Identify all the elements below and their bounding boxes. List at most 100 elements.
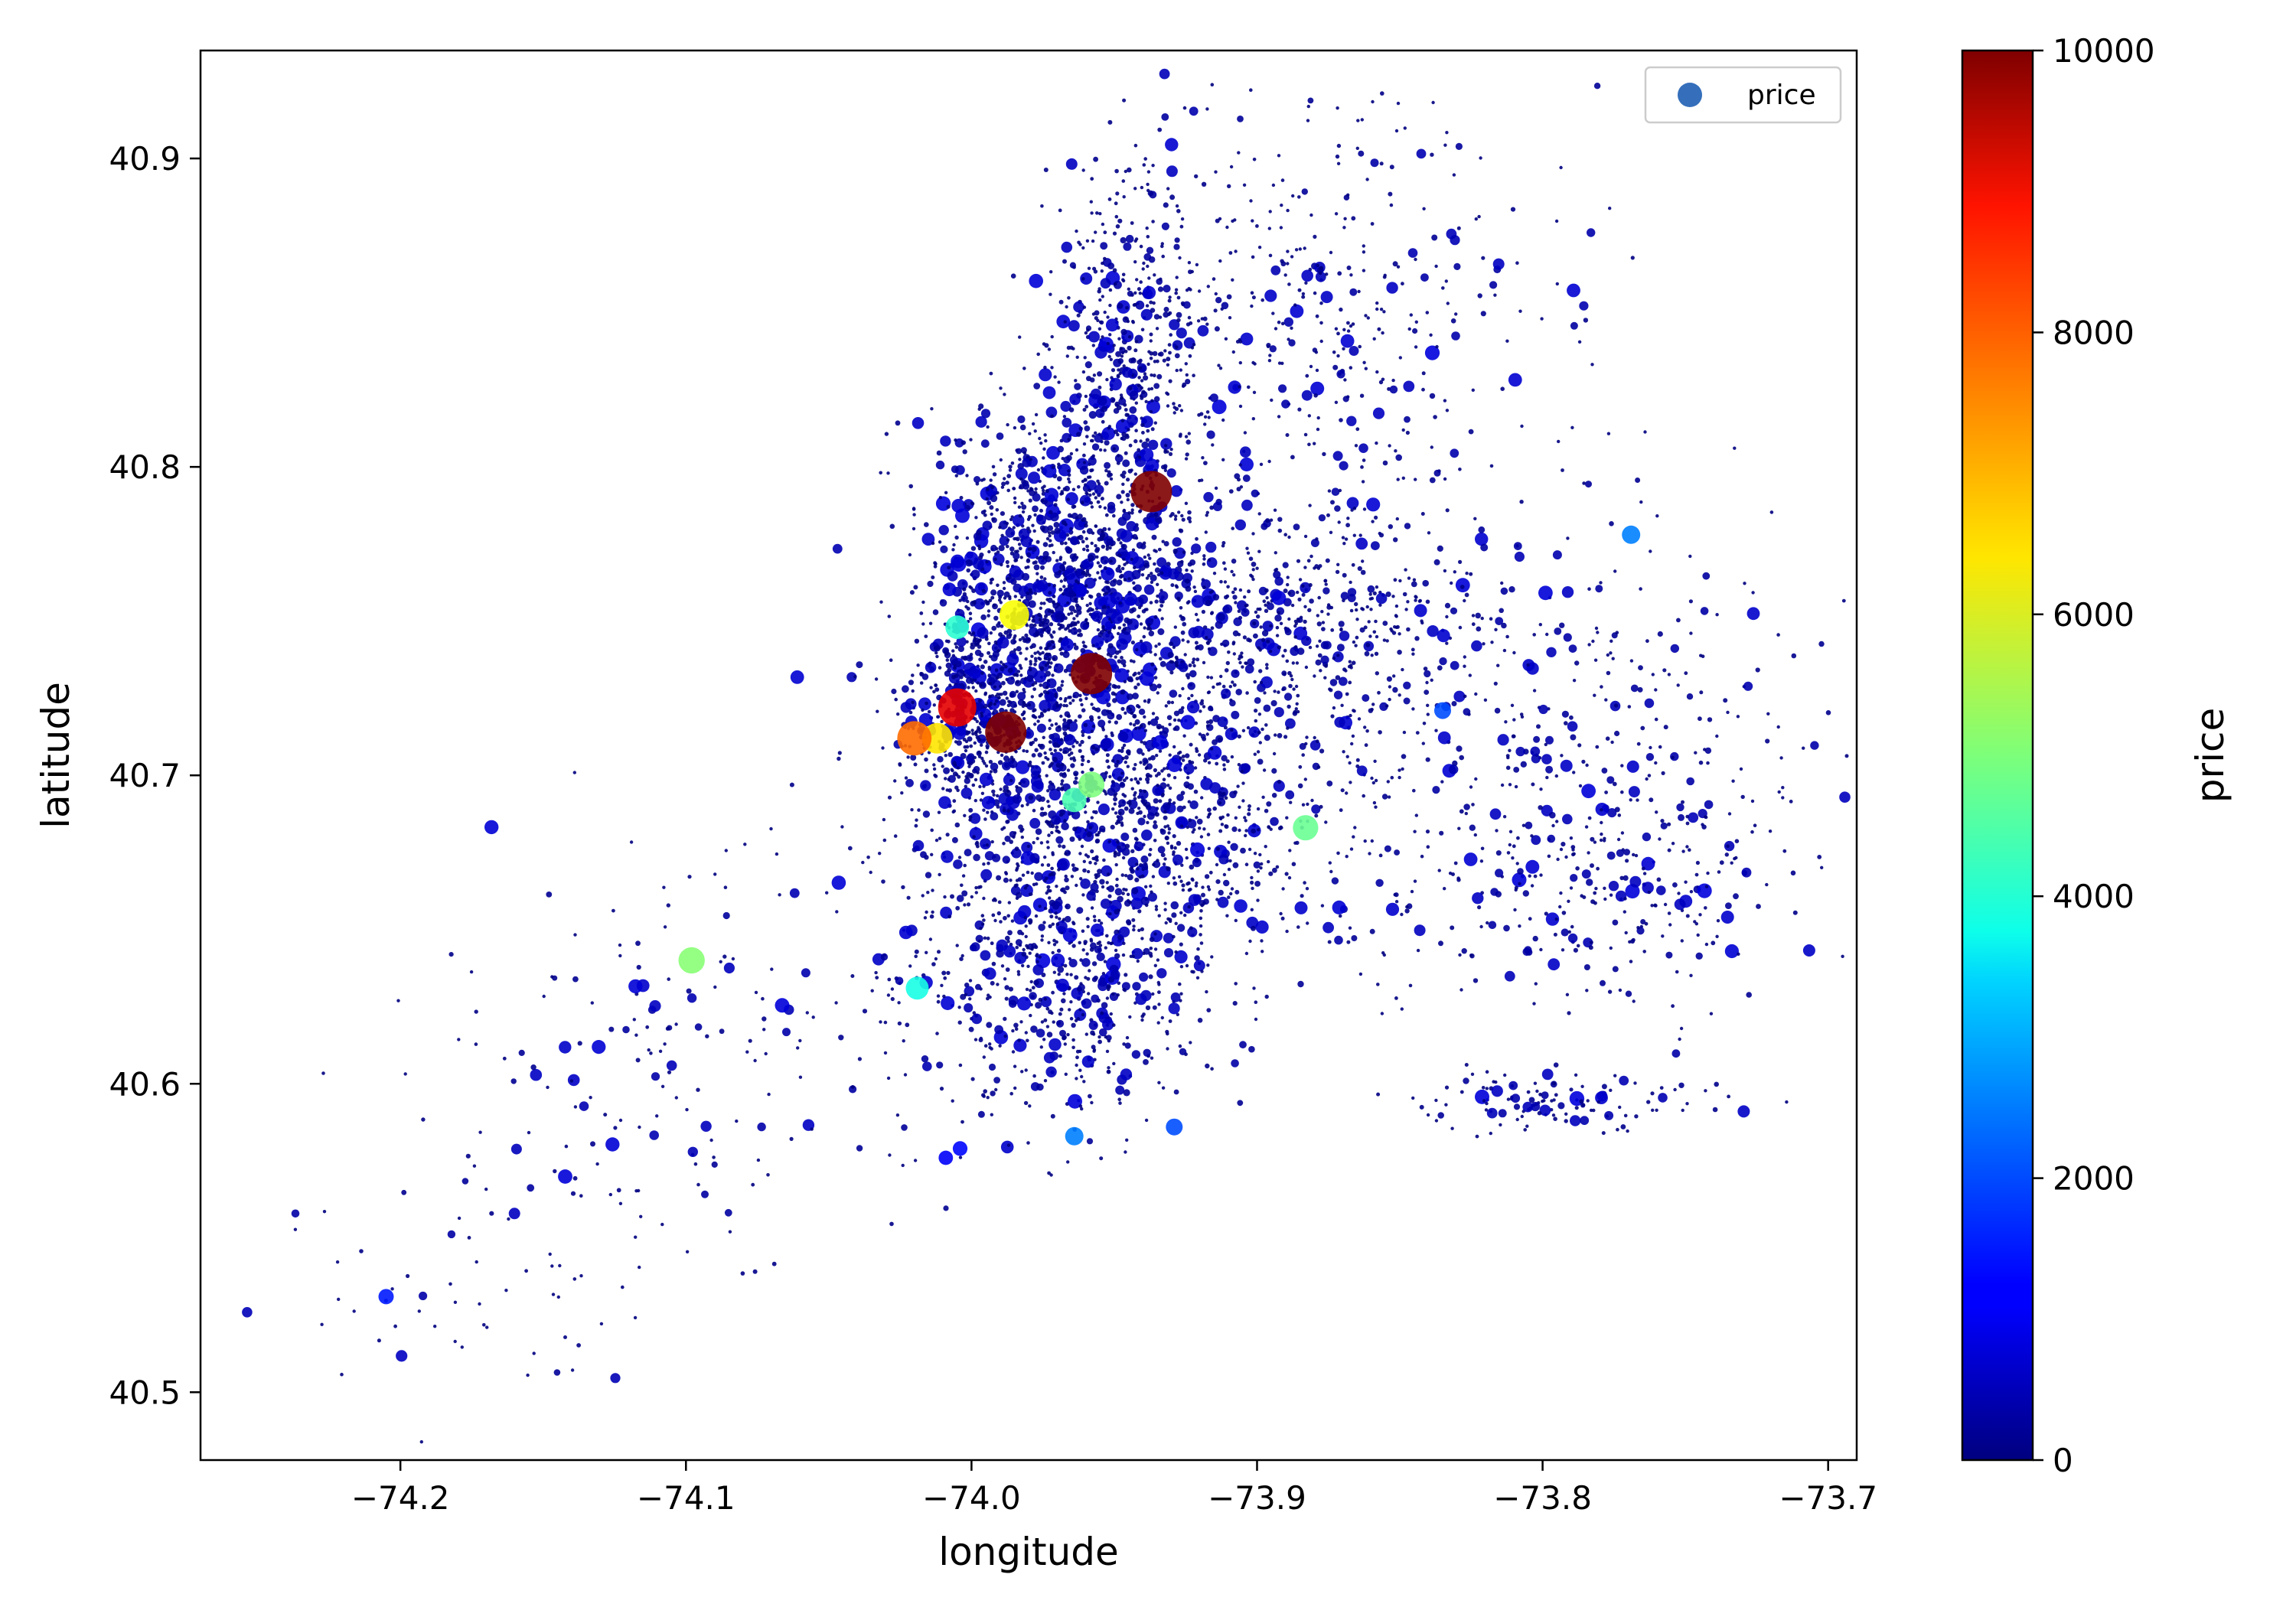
point: [1190, 569, 1194, 573]
point: [1094, 433, 1104, 443]
point: [1121, 272, 1126, 277]
point: [1081, 370, 1086, 374]
point: [1104, 481, 1109, 486]
point: [986, 936, 990, 940]
point: [1231, 1059, 1239, 1068]
point: [1091, 976, 1097, 983]
point: [1203, 422, 1207, 426]
point: [1103, 506, 1107, 510]
point: [1005, 481, 1009, 485]
point: [1140, 896, 1150, 905]
point: [1113, 282, 1117, 286]
point: [1091, 454, 1096, 458]
point: [1504, 720, 1508, 724]
point: [1030, 947, 1034, 951]
point: [1197, 753, 1202, 757]
point: [1340, 592, 1349, 600]
point: [1061, 998, 1066, 1004]
point: [1107, 1070, 1111, 1074]
point: [1105, 1035, 1112, 1041]
point: [1115, 689, 1130, 705]
point: [1127, 577, 1131, 581]
point: [956, 788, 960, 793]
point: [1057, 973, 1061, 976]
point: [1166, 700, 1171, 705]
point: [1006, 676, 1016, 685]
point: [1257, 758, 1264, 765]
point: [1189, 742, 1193, 747]
point: [1283, 735, 1288, 739]
point: [974, 777, 978, 782]
point: [840, 825, 844, 829]
point: [1204, 530, 1208, 534]
point: [1163, 810, 1167, 813]
point: [1042, 811, 1048, 817]
point: [1227, 895, 1231, 899]
point: [1348, 660, 1352, 663]
point: [1140, 543, 1146, 549]
point: [1114, 862, 1118, 867]
point: [1115, 224, 1120, 229]
point: [1113, 693, 1117, 696]
point: [1150, 572, 1153, 575]
point: [1215, 621, 1223, 629]
point: [1245, 603, 1249, 608]
point: [1058, 813, 1064, 817]
point: [1195, 976, 1200, 980]
point: [1734, 839, 1740, 843]
point: [1406, 600, 1410, 604]
point: [1361, 480, 1365, 484]
point: [1394, 996, 1398, 1000]
point: [1167, 568, 1179, 580]
point: [1112, 231, 1117, 236]
point: [1130, 787, 1135, 790]
point: [1107, 720, 1111, 724]
point: [1639, 587, 1642, 591]
point: [1116, 374, 1120, 379]
point: [1497, 734, 1509, 746]
point: [1192, 663, 1196, 668]
point: [1143, 555, 1147, 559]
point: [957, 579, 968, 590]
point: [1021, 504, 1027, 510]
point: [1294, 645, 1298, 649]
point: [1124, 711, 1127, 715]
point: [1342, 750, 1345, 754]
point: [1246, 725, 1251, 730]
point: [1175, 816, 1189, 830]
point: [1396, 478, 1400, 481]
point: [993, 897, 996, 901]
point: [1520, 715, 1525, 719]
point: [1237, 609, 1241, 613]
point: [1009, 690, 1016, 698]
point: [1715, 613, 1719, 617]
point: [1348, 761, 1352, 765]
point: [1099, 825, 1106, 833]
point: [1032, 964, 1044, 976]
point: [968, 807, 974, 813]
point: [1296, 709, 1300, 714]
point: [1393, 537, 1398, 543]
point: [1173, 1089, 1179, 1095]
point: [1227, 840, 1231, 844]
point: [1060, 782, 1064, 786]
point: [1096, 941, 1101, 946]
point: [990, 1113, 994, 1116]
point: [1030, 764, 1042, 776]
point: [1120, 746, 1125, 750]
point: [1094, 838, 1101, 844]
point: [1131, 1050, 1141, 1059]
point: [1261, 950, 1264, 953]
point: [1193, 589, 1198, 594]
point: [1017, 996, 1032, 1011]
point: [1355, 608, 1358, 612]
point: [996, 794, 1000, 798]
point: [1112, 268, 1117, 273]
point: [963, 903, 967, 907]
point: [1013, 673, 1016, 677]
point: [969, 438, 973, 442]
point: [1080, 739, 1084, 745]
point: [1094, 310, 1100, 316]
point: [990, 980, 995, 986]
point: [1046, 885, 1051, 889]
